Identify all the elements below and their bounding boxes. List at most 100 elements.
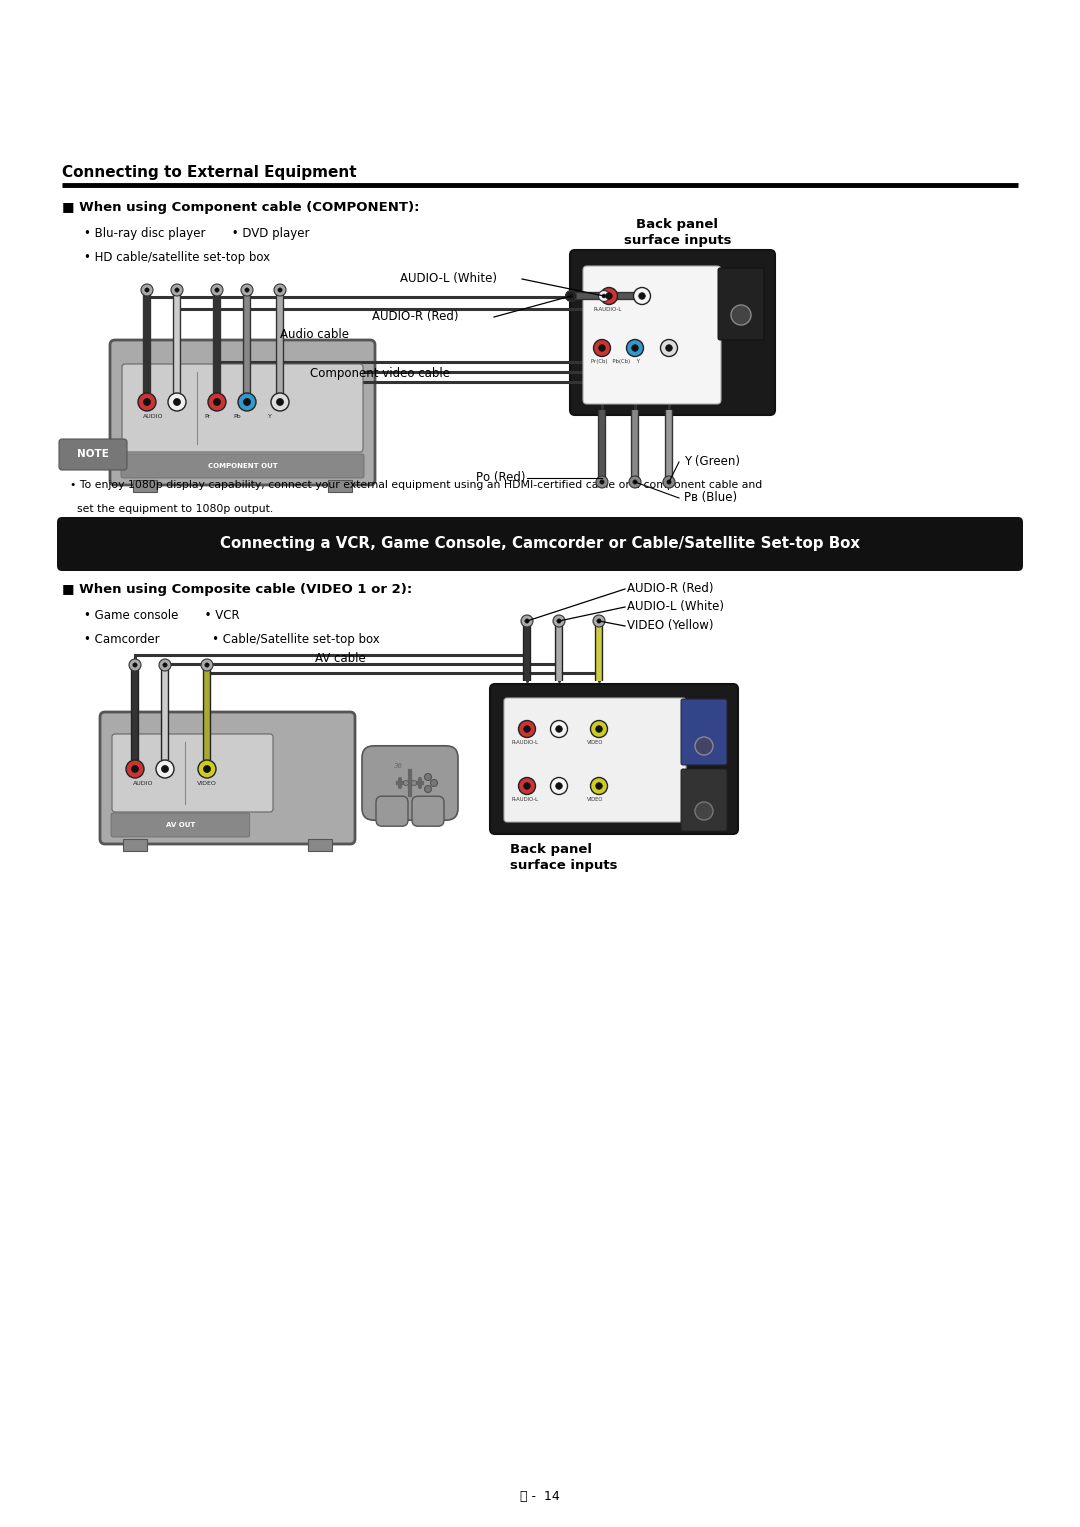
Circle shape xyxy=(141,284,153,296)
Circle shape xyxy=(556,783,563,789)
Circle shape xyxy=(599,479,604,484)
FancyBboxPatch shape xyxy=(111,812,249,837)
Circle shape xyxy=(569,295,573,298)
FancyBboxPatch shape xyxy=(490,684,738,834)
Text: VIDEO 1: VIDEO 1 xyxy=(692,783,716,788)
Circle shape xyxy=(524,725,530,733)
FancyBboxPatch shape xyxy=(583,266,721,405)
Text: Connecting to External Equipment: Connecting to External Equipment xyxy=(62,165,356,180)
Circle shape xyxy=(663,476,675,489)
Circle shape xyxy=(278,287,282,292)
Circle shape xyxy=(666,479,671,484)
FancyBboxPatch shape xyxy=(122,363,363,452)
Text: NOTE: NOTE xyxy=(77,449,109,460)
Circle shape xyxy=(276,399,283,406)
Text: COMPONENT OUT: COMPONENT OUT xyxy=(207,463,278,469)
FancyBboxPatch shape xyxy=(362,745,458,820)
FancyBboxPatch shape xyxy=(100,712,355,844)
Text: ■ When using Composite cable (VIDEO 1 or 2):: ■ When using Composite cable (VIDEO 1 or… xyxy=(62,583,413,596)
Text: AUDIO: AUDIO xyxy=(133,780,153,786)
FancyBboxPatch shape xyxy=(411,796,444,826)
Circle shape xyxy=(129,660,141,670)
Text: Y (Green): Y (Green) xyxy=(684,455,740,469)
Circle shape xyxy=(274,284,286,296)
Circle shape xyxy=(600,287,618,304)
Text: • HD cable/satellite set-top box: • HD cable/satellite set-top box xyxy=(84,250,270,264)
Circle shape xyxy=(198,760,216,777)
FancyBboxPatch shape xyxy=(718,269,764,341)
Circle shape xyxy=(596,725,603,733)
Circle shape xyxy=(201,660,213,670)
Text: R-AUDIO-L: R-AUDIO-L xyxy=(594,307,622,312)
Text: R-AUDIO-L: R-AUDIO-L xyxy=(512,741,539,745)
Circle shape xyxy=(211,284,222,296)
Circle shape xyxy=(205,663,210,667)
Circle shape xyxy=(553,615,565,628)
Text: AV OUT: AV OUT xyxy=(165,822,195,828)
Text: set the equipment to 1080p output.: set the equipment to 1080p output. xyxy=(70,504,273,515)
Circle shape xyxy=(632,345,638,351)
Bar xyxy=(123,838,147,851)
Circle shape xyxy=(145,287,149,292)
Circle shape xyxy=(524,783,530,789)
Circle shape xyxy=(634,287,650,304)
FancyBboxPatch shape xyxy=(112,734,273,812)
Circle shape xyxy=(591,777,607,794)
Circle shape xyxy=(661,339,677,356)
Circle shape xyxy=(731,305,751,325)
Circle shape xyxy=(411,780,417,785)
Circle shape xyxy=(638,293,646,299)
Circle shape xyxy=(431,779,437,786)
Text: Pb: Pb xyxy=(233,414,241,418)
Text: Pᴏ (Red): Pᴏ (Red) xyxy=(475,472,525,484)
FancyBboxPatch shape xyxy=(59,438,127,470)
Circle shape xyxy=(566,290,577,301)
Circle shape xyxy=(551,721,567,738)
Circle shape xyxy=(602,295,606,298)
Text: VIDEO: VIDEO xyxy=(588,741,604,745)
Circle shape xyxy=(557,618,562,623)
Text: ⓔ -  14: ⓔ - 14 xyxy=(521,1490,559,1504)
Circle shape xyxy=(424,785,432,793)
Circle shape xyxy=(214,399,220,406)
Circle shape xyxy=(203,765,211,773)
Text: VIDEO (Yellow): VIDEO (Yellow) xyxy=(627,620,714,632)
Circle shape xyxy=(597,618,602,623)
Text: AUDIO-L (White): AUDIO-L (White) xyxy=(627,600,724,614)
Circle shape xyxy=(138,392,156,411)
Circle shape xyxy=(521,615,534,628)
Circle shape xyxy=(162,765,168,773)
Circle shape xyxy=(696,738,713,754)
Bar xyxy=(308,838,332,851)
Circle shape xyxy=(245,287,249,292)
Text: Pr: Pr xyxy=(204,414,211,418)
FancyBboxPatch shape xyxy=(570,250,775,415)
Text: AV cable: AV cable xyxy=(315,652,366,666)
FancyBboxPatch shape xyxy=(681,699,727,765)
Circle shape xyxy=(665,345,672,351)
FancyBboxPatch shape xyxy=(376,796,408,826)
Circle shape xyxy=(208,392,226,411)
Text: Audio cable: Audio cable xyxy=(280,328,349,342)
Text: R-AUDIO-L: R-AUDIO-L xyxy=(512,797,539,802)
Circle shape xyxy=(518,721,536,738)
Circle shape xyxy=(598,345,605,351)
FancyBboxPatch shape xyxy=(110,341,375,486)
FancyBboxPatch shape xyxy=(681,770,727,831)
Circle shape xyxy=(551,777,567,794)
Circle shape xyxy=(518,777,536,794)
Circle shape xyxy=(593,615,605,628)
Circle shape xyxy=(215,287,219,292)
Text: • Blu-ray disc player       • DVD player: • Blu-ray disc player • DVD player xyxy=(84,228,310,240)
Circle shape xyxy=(633,479,637,484)
Circle shape xyxy=(133,663,137,667)
Circle shape xyxy=(171,284,183,296)
Circle shape xyxy=(174,399,180,406)
Text: Connecting a VCR, Game Console, Camcorder or Cable/Satellite Set-top Box: Connecting a VCR, Game Console, Camcorde… xyxy=(220,536,860,551)
Text: Pʙ (Blue): Pʙ (Blue) xyxy=(684,492,738,504)
Circle shape xyxy=(241,284,253,296)
Text: Back panel
surface inputs: Back panel surface inputs xyxy=(624,218,731,247)
Circle shape xyxy=(629,476,642,489)
Text: AUDIO: AUDIO xyxy=(143,414,163,418)
Text: VIDEO 2: VIDEO 2 xyxy=(692,716,716,721)
